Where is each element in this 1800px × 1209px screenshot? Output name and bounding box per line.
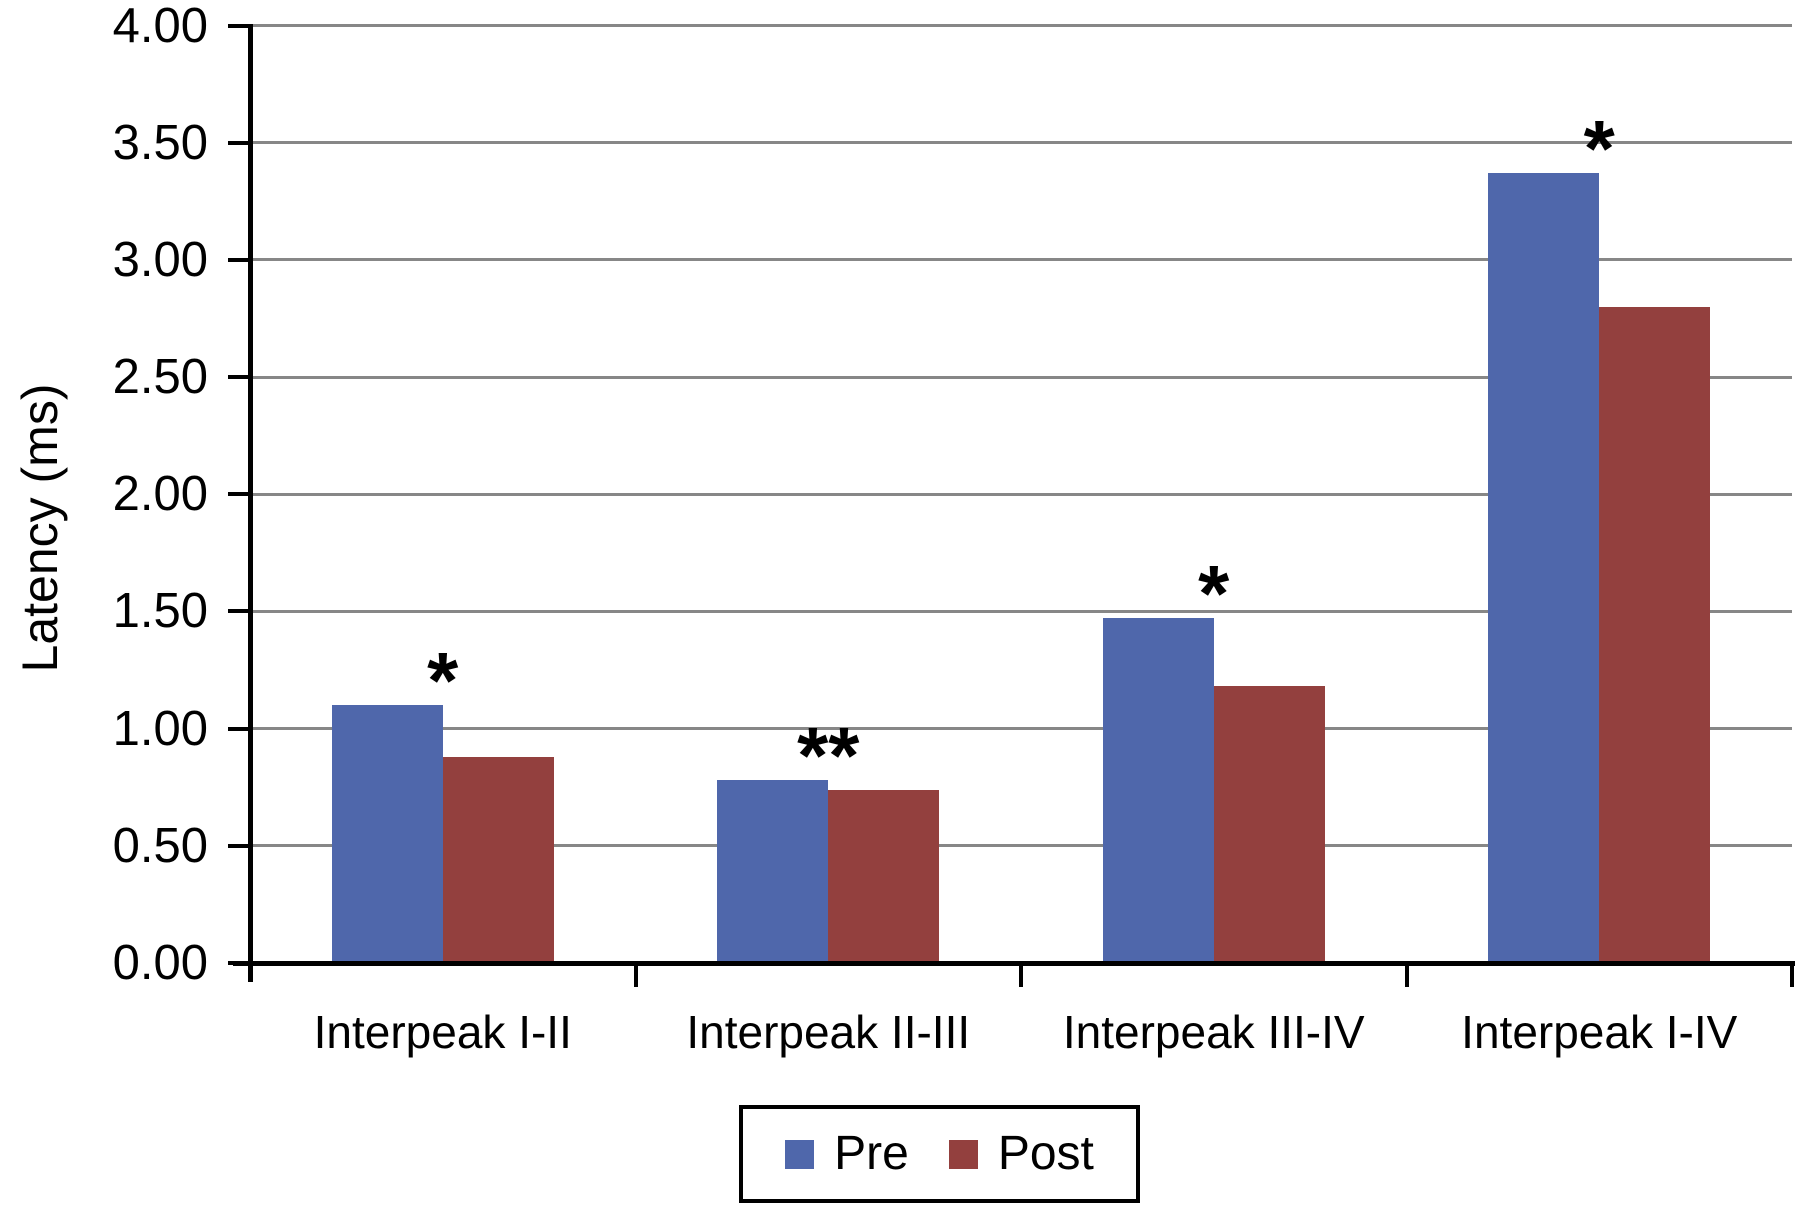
bar-post [1213,686,1325,963]
x-axis-label: Interpeak III-IV [1062,1006,1365,1058]
y-axis-tick-label: 1.50 [112,584,208,639]
bar-pre [331,705,443,963]
bar-pre [1488,173,1600,963]
x-axis-label: Interpeak I-IV [1461,1006,1738,1058]
y-axis-tick-label: 2.50 [112,350,208,405]
y-tick [228,609,252,614]
y-axis-tick-label: 2.00 [112,467,208,522]
y-axis-line [248,24,253,982]
y-tick [228,961,252,965]
y-axis-tick-label: 0.00 [112,936,208,990]
x-tick [1790,963,1794,987]
y-tick [228,375,252,380]
y-tick [228,140,252,145]
x-axis-line [233,961,1795,966]
gridline [250,727,1792,731]
legend-box: Pre Post [739,1105,1140,1203]
x-axis-label: Interpeak I-II [313,1006,572,1058]
y-axis-tick-label: 0.50 [112,818,208,873]
x-tick [633,963,638,987]
significance-star: ** [797,711,860,801]
gridline [250,258,1792,262]
significance-star: * [1583,104,1615,194]
x-axis-label: Interpeak II-III [686,1006,971,1058]
gridline [250,492,1792,496]
legend-item-pre: Pre [785,1128,909,1180]
y-axis-tick-label: 3.00 [112,232,208,287]
significance-star: * [1198,549,1230,639]
legend-swatch-pre [785,1139,815,1169]
bar-pre [717,780,829,963]
gridline [250,844,1792,848]
bar-post [1599,306,1711,963]
x-tick [1019,963,1023,987]
gridline [250,375,1792,379]
y-axis-tick-label: 4.00 [112,0,208,53]
y-axis-tick-label: 1.00 [112,701,208,756]
bar-post [442,756,554,963]
gridline [250,24,1792,27]
legend-swatch-post [948,1139,978,1169]
bar-post [828,789,940,963]
y-tick [228,726,252,731]
gridline [250,141,1792,145]
y-tick [228,257,252,262]
gridline [250,609,1792,613]
bar-pre [1102,618,1214,963]
x-tick [1404,963,1409,987]
legend-label-post: Post [997,1127,1094,1180]
y-tick [228,843,252,848]
significance-star: * [427,636,459,726]
y-axis-tick-label: 3.50 [112,115,208,170]
legend-item-post: Post [948,1127,1094,1180]
legend-label-pre: Pre [834,1127,909,1180]
y-tick [228,492,252,497]
y-tick [228,23,252,28]
